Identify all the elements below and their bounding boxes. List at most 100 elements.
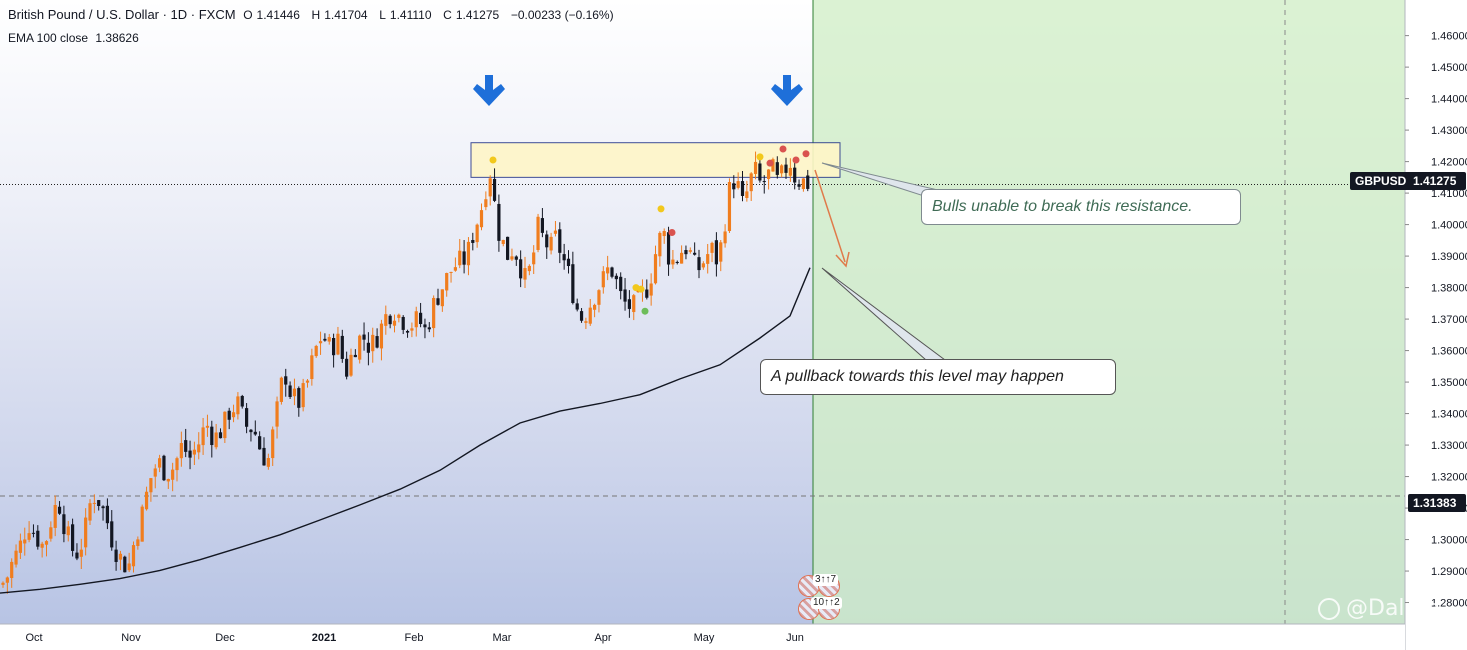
candle-body xyxy=(745,191,749,198)
candle-body xyxy=(123,556,127,573)
candle-body xyxy=(536,216,540,250)
candle-body xyxy=(149,478,153,493)
candle-body xyxy=(562,254,566,261)
candle-body xyxy=(749,173,753,192)
candle-body xyxy=(305,380,310,383)
candle-body xyxy=(506,236,510,260)
instrument-title: British Pound / U.S. Dollar · 1D · FXCM xyxy=(8,7,236,22)
candle-body xyxy=(597,290,601,305)
price-axis[interactable] xyxy=(1405,0,1467,650)
last-price-tag: 1.41275 xyxy=(1408,172,1466,190)
candle-body xyxy=(166,479,170,482)
pullback-arrow xyxy=(814,169,846,263)
candle-body xyxy=(71,524,75,551)
time-tick-label: 2021 xyxy=(312,632,336,644)
candle-body xyxy=(806,175,810,189)
watermark-logo-icon xyxy=(1318,598,1340,620)
candle-body xyxy=(671,259,675,265)
candle-body xyxy=(588,307,592,324)
pullback-note[interactable]: A pullback towards this level may happen xyxy=(760,359,1116,395)
ohlc-close: C 1.41275 xyxy=(443,8,500,22)
candle-body xyxy=(371,334,375,352)
candle-body xyxy=(336,333,340,355)
candle-body xyxy=(84,517,88,548)
candle-body xyxy=(723,231,727,244)
candle-body xyxy=(171,469,175,480)
candle-body xyxy=(118,553,123,560)
candle-body xyxy=(40,543,44,548)
candle-body xyxy=(44,541,49,545)
candle-body xyxy=(758,163,762,181)
resistance-note[interactable]: Bulls unable to break this resistance. xyxy=(921,189,1241,225)
candle-body xyxy=(297,388,301,408)
candle-body xyxy=(323,338,327,341)
candle-body xyxy=(540,218,544,233)
candle-body xyxy=(318,341,323,344)
candle-body xyxy=(606,267,610,274)
candle-body xyxy=(101,506,105,509)
candle-body xyxy=(614,275,618,280)
candle-body xyxy=(492,178,497,201)
candle-body xyxy=(445,273,449,291)
candle-body xyxy=(436,298,440,305)
candle-body xyxy=(292,388,297,397)
signal-dot xyxy=(637,285,645,293)
candle-body xyxy=(10,561,14,579)
candle-body xyxy=(127,563,131,571)
price-tick-label: 1.39000 xyxy=(1431,251,1467,263)
candle-body xyxy=(205,425,210,428)
candle-body xyxy=(188,450,192,458)
candle-body xyxy=(736,181,740,188)
indicator-legend[interactable]: EMA 100 close 1.38626 xyxy=(8,31,143,45)
price-tick-label: 1.36000 xyxy=(1431,346,1467,358)
candle-body xyxy=(140,506,144,542)
candle-body xyxy=(427,327,431,330)
signal-dot xyxy=(779,145,787,153)
signal-dot xyxy=(641,307,649,315)
candle-body xyxy=(553,230,558,234)
down-arrow-shape xyxy=(473,75,505,106)
price-tick-label: 1.28000 xyxy=(1431,598,1467,610)
candle-body xyxy=(675,261,679,263)
candle-body xyxy=(275,401,279,427)
candle-body xyxy=(249,429,253,433)
candle-body xyxy=(79,549,83,557)
time-tick-label: Mar xyxy=(493,632,512,644)
candle-body xyxy=(662,230,666,237)
down-arrow-icon xyxy=(771,75,803,106)
down-arrow-shape xyxy=(771,75,803,106)
candle-body xyxy=(279,377,283,402)
price-tick-label: 1.32000 xyxy=(1431,472,1467,484)
candle-body xyxy=(767,169,771,179)
candle-body xyxy=(801,178,805,190)
time-tick-label: Nov xyxy=(121,632,141,644)
candle-body xyxy=(771,159,775,172)
candle-body xyxy=(110,521,114,548)
candle-body xyxy=(245,408,249,427)
candle-body xyxy=(14,550,18,565)
candle-body xyxy=(388,315,392,325)
candle-body xyxy=(179,443,183,459)
candle-body xyxy=(271,429,275,459)
price-tick-label: 1.35000 xyxy=(1431,377,1467,389)
candle-body xyxy=(236,396,240,415)
candle-body xyxy=(353,354,357,358)
candle-body xyxy=(18,540,22,553)
signal-dot xyxy=(756,153,764,161)
candle-body xyxy=(340,335,344,359)
time-axis[interactable] xyxy=(0,624,1405,650)
candle-body xyxy=(214,432,218,448)
candle-body xyxy=(701,263,705,268)
ema-100-line[interactable] xyxy=(0,267,811,594)
ohlc-open: O 1.41446 xyxy=(243,8,300,22)
price-tick-label: 1.45000 xyxy=(1431,62,1467,74)
candle-body xyxy=(49,527,53,539)
candle-body xyxy=(523,268,527,280)
candle-body xyxy=(197,444,201,453)
candle-body xyxy=(527,265,531,272)
candle-body xyxy=(310,355,314,380)
candle-body xyxy=(262,447,266,466)
candle-body xyxy=(184,440,188,452)
